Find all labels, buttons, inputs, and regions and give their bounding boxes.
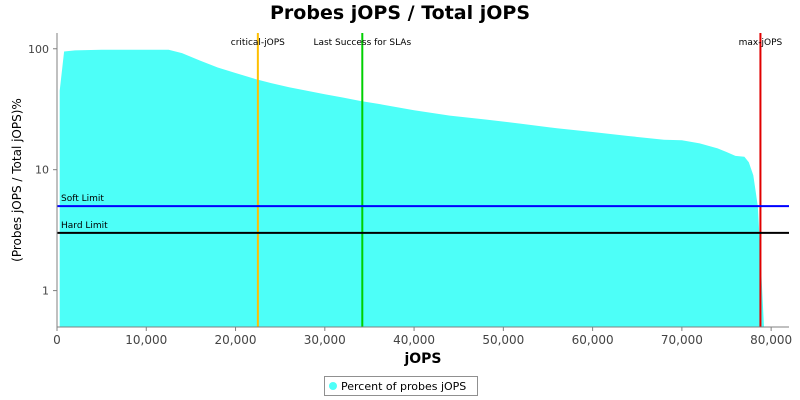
ref-label-4: Hard Limit: [61, 221, 108, 231]
legend-swatch-icon: [329, 382, 337, 390]
x-tick-label-4: 40,000: [393, 333, 435, 347]
x-tick-label-1: 10,000: [125, 333, 167, 347]
x-tick-label-7: 70,000: [661, 333, 703, 347]
x-axis-label: jOPS: [403, 351, 441, 367]
y-axis-label: (Probes jOPS / Total jOPS)%: [10, 98, 24, 262]
y-tick-label-0: 100: [28, 43, 49, 56]
x-tick-label-0: 0: [53, 333, 61, 347]
series-area-0: [59, 49, 789, 328]
x-tick-label-6: 60,000: [572, 333, 614, 347]
x-tick-label-8: 80,000: [750, 333, 792, 347]
legend-label: Percent of probes jOPS: [341, 379, 467, 393]
ref-label-0: critical-jOPS: [231, 38, 285, 48]
x-tick-label-3: 30,000: [304, 333, 346, 347]
legend: Percent of probes jOPS: [324, 376, 478, 396]
chart-title: Probes jOPS / Total jOPS: [270, 2, 530, 24]
ref-label-2: max-jOPS: [739, 38, 783, 48]
ref-label-1: Last Success for SLAs: [313, 38, 411, 48]
y-tick-label-2: 1: [42, 285, 49, 298]
ref-label-3: Soft Limit: [61, 194, 104, 204]
y-tick-label-1: 10: [35, 164, 49, 177]
x-tick-label-2: 20,000: [215, 333, 257, 347]
x-tick-label-5: 50,000: [482, 333, 524, 347]
